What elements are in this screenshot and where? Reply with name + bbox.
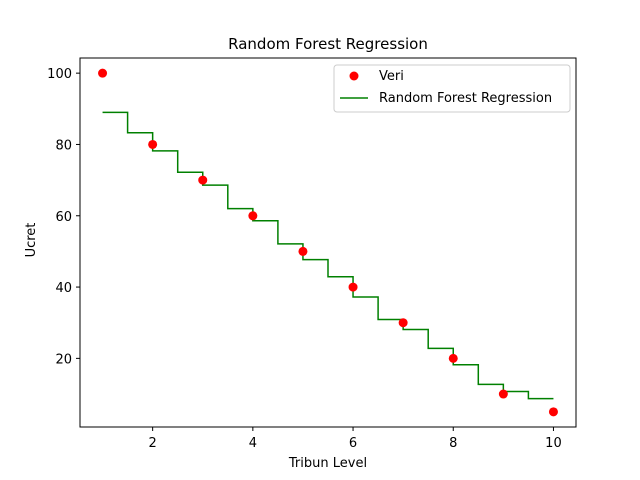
x-tick-label: 10 bbox=[545, 436, 562, 451]
legend: Veri Random Forest Regression bbox=[333, 64, 571, 113]
x-tick-label: 2 bbox=[149, 436, 157, 451]
legend-box bbox=[333, 64, 571, 113]
data-point bbox=[498, 389, 508, 399]
data-point bbox=[448, 353, 458, 363]
y-tick-label: 40 bbox=[55, 281, 72, 296]
data-point bbox=[148, 139, 158, 149]
y-tick-label: 20 bbox=[55, 352, 72, 367]
y-tick-label: 60 bbox=[55, 210, 72, 225]
data-point bbox=[398, 318, 408, 328]
regression-step-line bbox=[102, 111, 554, 400]
x-axis-label: Tribun Level bbox=[288, 456, 367, 471]
y-tick-label: 80 bbox=[55, 138, 72, 153]
y-axis-label: Ucret bbox=[24, 223, 39, 258]
plot-area bbox=[79, 57, 577, 428]
regression-line-layer bbox=[102, 111, 554, 400]
x-axis: 2 4 6 8 10 bbox=[149, 427, 562, 451]
data-point bbox=[198, 175, 208, 185]
data-point bbox=[98, 68, 108, 78]
data-point bbox=[248, 211, 258, 221]
points-layer bbox=[98, 68, 558, 417]
data-point bbox=[548, 407, 558, 417]
x-tick-label: 6 bbox=[349, 436, 357, 451]
legend-marker-veri bbox=[349, 71, 359, 81]
x-tick-label: 8 bbox=[449, 436, 457, 451]
data-point bbox=[348, 282, 358, 292]
data-point bbox=[298, 246, 308, 256]
x-tick-label: 4 bbox=[249, 436, 257, 451]
y-axis: 20 40 60 80 100 bbox=[47, 67, 80, 367]
y-tick-label: 100 bbox=[47, 67, 72, 82]
legend-label-veri: Veri bbox=[379, 69, 404, 84]
plot-frame bbox=[79, 57, 577, 428]
legend-label-rf: Random Forest Regression bbox=[379, 91, 552, 106]
chart-title: Random Forest Regression bbox=[228, 35, 428, 53]
